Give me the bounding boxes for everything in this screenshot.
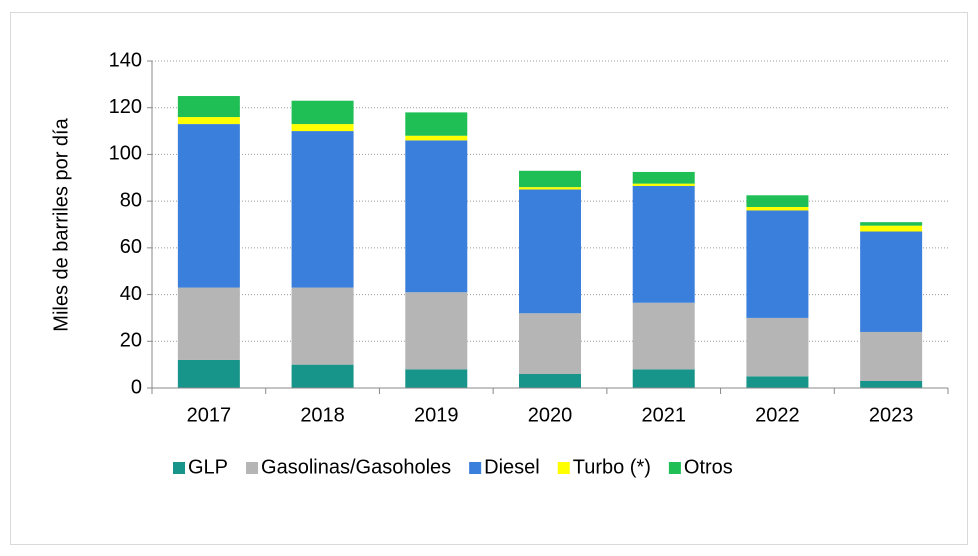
legend-swatch <box>173 462 185 474</box>
bar-segment <box>177 117 240 125</box>
bar-segment <box>177 287 240 360</box>
bar-segment <box>632 171 695 184</box>
x-tick-label: 2019 <box>414 404 459 426</box>
bar-segment <box>632 302 695 370</box>
bar-segment <box>405 292 468 370</box>
bar-segment <box>177 359 240 388</box>
y-tick-label: 0 <box>131 376 142 398</box>
bar-segment <box>860 231 923 332</box>
bar-segment <box>519 189 581 314</box>
bar-segment <box>291 364 354 388</box>
bar-segment <box>632 369 695 388</box>
legend-label: Diesel <box>484 456 540 478</box>
bar-segment <box>291 131 354 288</box>
legend-label: Otros <box>684 456 733 478</box>
bar-segment <box>632 185 695 303</box>
bar-segment <box>177 96 240 118</box>
bar-segment <box>860 225 923 232</box>
bar-segment <box>860 222 923 226</box>
x-tick-label: 2021 <box>641 404 686 426</box>
legend-swatch <box>557 462 570 474</box>
bar-segment <box>746 317 809 377</box>
bar-segment <box>291 100 354 125</box>
y-tick-label: 120 <box>109 96 142 118</box>
x-tick-label: 2022 <box>755 404 800 426</box>
x-tick-label: 2017 <box>187 404 232 426</box>
bar-segment <box>519 187 581 190</box>
legend-swatch <box>469 462 482 474</box>
bar-segment <box>405 112 468 136</box>
bar-segment <box>746 210 809 318</box>
x-tick-label: 2020 <box>528 404 573 426</box>
bar-segment <box>632 183 695 186</box>
bar-segment <box>291 287 354 365</box>
y-tick-label: 60 <box>120 236 142 258</box>
legend-swatch <box>668 462 681 474</box>
y-tick-label: 20 <box>120 330 142 352</box>
bar-segment <box>405 135 468 141</box>
bar-segment <box>519 313 581 374</box>
y-tick-label: 40 <box>120 283 142 305</box>
bar-segment <box>746 206 809 211</box>
bar-segment <box>519 373 581 388</box>
x-tick-label: 2023 <box>869 404 914 426</box>
bar-segment <box>860 331 923 381</box>
bar-segment <box>746 376 809 388</box>
y-tick-label: 80 <box>120 189 142 211</box>
bar-segment <box>519 170 581 188</box>
x-tick-label: 2018 <box>300 404 345 426</box>
bar-segment <box>405 369 468 388</box>
y-tick-label: 140 <box>109 49 142 71</box>
legend-swatch <box>246 462 259 474</box>
legend-label: GLP <box>188 456 228 478</box>
bar-segment <box>177 124 240 288</box>
bar-segment <box>291 124 354 132</box>
legend-label: Turbo (*) <box>573 456 651 478</box>
bar-segment <box>860 380 923 388</box>
bar-segment <box>746 195 809 207</box>
legend-label: Gasolinas/Gasoholes <box>261 456 451 478</box>
bar-segment <box>405 140 468 293</box>
y-axis-label: Miles de barriles por día <box>50 117 72 331</box>
y-tick-label: 100 <box>109 143 142 165</box>
